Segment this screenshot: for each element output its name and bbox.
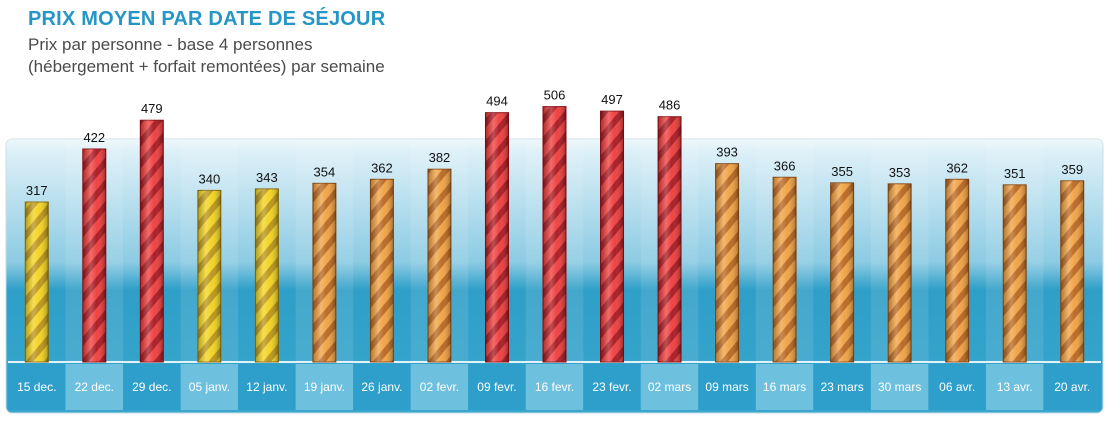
tick-label: 16 fevr. [535, 380, 574, 394]
bar-shade [600, 111, 624, 363]
tick-band [928, 364, 986, 410]
value-label: 362 [371, 160, 393, 175]
tick-label: 02 mars [648, 380, 691, 394]
bar-shade [312, 183, 336, 362]
tick-label: 22 dec. [75, 380, 114, 394]
tick-band [698, 364, 756, 410]
bar-shade [888, 183, 912, 362]
tick-label: 19 janv. [304, 380, 345, 394]
value-label: 343 [256, 170, 278, 185]
bar-shade [255, 188, 279, 362]
bar-shade [830, 182, 854, 362]
tick-label: 09 mars [705, 380, 748, 394]
bar-shade [543, 106, 566, 362]
tick-label: 20 avr. [1054, 380, 1090, 394]
tick-label: 02 fevr. [420, 380, 459, 394]
value-label: 317 [26, 183, 48, 198]
bar-shade [427, 169, 451, 362]
tick-band [870, 364, 929, 410]
bar-shade [140, 120, 164, 363]
subtitle-line-1: Prix par personne - base 4 personnes [28, 35, 313, 54]
tick-label: 13 avr. [997, 380, 1033, 394]
bar-shade [658, 116, 682, 362]
value-label: 354 [314, 164, 336, 179]
value-label: 506 [544, 88, 566, 103]
value-label: 497 [601, 92, 623, 107]
bar-shade [773, 177, 797, 362]
bar-shade [715, 163, 739, 362]
tick-label: 26 janv. [361, 380, 402, 394]
subtitle-line-2: (hébergement + forfait remontées) par se… [28, 57, 385, 76]
bar-shade [1003, 184, 1027, 362]
tick-band [353, 364, 411, 410]
tick-band [640, 364, 699, 410]
tick-label: 15 dec. [17, 380, 56, 394]
value-label: 362 [946, 160, 968, 175]
value-label: 353 [889, 165, 911, 180]
value-label: 366 [774, 158, 796, 173]
tick-label: 23 fevr. [592, 380, 631, 394]
bar-shade [82, 149, 106, 362]
tick-band [8, 364, 66, 410]
value-label: 422 [83, 130, 105, 145]
value-label: 393 [716, 145, 738, 160]
value-label: 359 [1061, 162, 1083, 177]
tick-band [755, 364, 814, 410]
tick-label: 06 avr. [939, 380, 975, 394]
tick-band [123, 364, 181, 410]
tick-band [65, 364, 124, 410]
tick-band [525, 364, 584, 410]
bar-shade [485, 112, 509, 362]
tick-label: 23 mars [820, 380, 863, 394]
bar-shade [945, 179, 969, 362]
tick-band [238, 364, 296, 410]
value-label: 355 [831, 164, 853, 179]
tick-label: 29 dec. [132, 380, 171, 394]
tick-band [180, 364, 239, 410]
tick-label: 05 janv. [189, 380, 230, 394]
tick-band [468, 364, 526, 410]
tick-band [985, 364, 1044, 410]
tick-band [583, 364, 641, 410]
tick-label: 09 fevr. [477, 380, 516, 394]
bar-shade [25, 202, 49, 362]
tick-band [295, 364, 354, 410]
value-label: 351 [1004, 166, 1026, 181]
tick-band [1043, 364, 1101, 410]
value-label: 486 [659, 98, 681, 113]
tick-label: 30 mars [878, 380, 921, 394]
bar-shade [1060, 180, 1084, 362]
chart-title: PRIX MOYEN PAR DATE DE SÉJOUR [28, 8, 386, 30]
bar-shade [197, 190, 221, 362]
value-label: 340 [198, 171, 220, 186]
bar-shade [370, 179, 394, 362]
value-label: 479 [141, 101, 163, 116]
tick-band [410, 364, 469, 410]
tick-label: 12 janv. [246, 380, 287, 394]
tick-band [813, 364, 871, 410]
chart-subtitle: Prix par personne - base 4 personnes (hé… [28, 34, 385, 78]
value-label: 494 [486, 94, 508, 109]
tick-label: 16 mars [763, 380, 806, 394]
value-label: 382 [429, 150, 451, 165]
